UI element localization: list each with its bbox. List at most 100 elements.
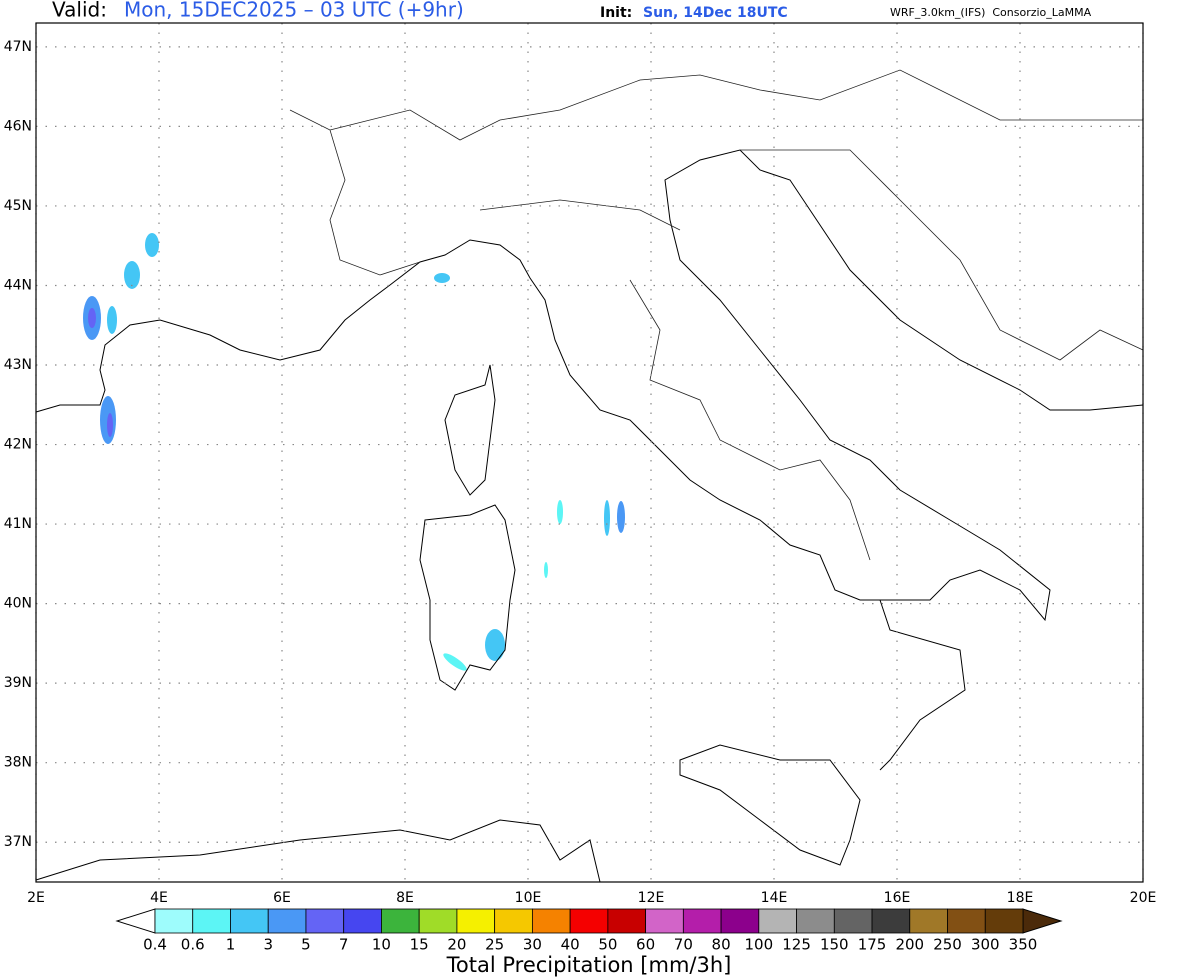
- model-label: WRF_3.0km_(IFS) Consorzio_LaMMA: [890, 6, 1092, 19]
- y-tick-label: 45N: [4, 198, 32, 214]
- colorbar-segment: [230, 908, 269, 934]
- colorbar-label: 15: [410, 936, 429, 954]
- colorbar-segment: [984, 908, 1024, 934]
- precipitation: [83, 233, 625, 671]
- precip-area: [107, 413, 113, 437]
- sicily: [679, 744, 861, 866]
- colorbar-label: 50: [598, 936, 617, 954]
- colorbar-segment: [343, 908, 382, 934]
- precip-area: [604, 500, 610, 536]
- colorbar-segment: [645, 908, 684, 934]
- colorbar-label: 30: [523, 936, 542, 954]
- colorbar-label: 10: [372, 936, 391, 954]
- x-tick-label: 8E: [396, 890, 414, 906]
- colorbar-label: 200: [895, 936, 924, 954]
- colorbar-label: 150: [820, 936, 849, 954]
- border: [329, 69, 1143, 141]
- x-tick-label: 18E: [1007, 890, 1034, 906]
- colorbar-segment: [909, 908, 948, 934]
- precip-area: [124, 261, 140, 289]
- y-tick-label: 46N: [4, 118, 32, 134]
- colorbar-label: 3: [263, 936, 273, 954]
- valid-label: Valid:: [52, 0, 107, 22]
- x-tick-label: 2E: [27, 890, 45, 906]
- coastline: [35, 149, 1144, 622]
- x-tick-label: 6E: [273, 890, 291, 906]
- precip-area: [544, 562, 548, 578]
- x-tick-label: 12E: [638, 890, 665, 906]
- colorbar-label: 40: [561, 936, 580, 954]
- africa-coast: [35, 819, 601, 883]
- y-tick-label: 44N: [4, 277, 32, 293]
- colorbar-segment: [192, 908, 231, 934]
- colorbar-segment: [531, 908, 571, 934]
- colorbar-segment: [871, 908, 911, 934]
- colorbar-label: 60: [636, 936, 655, 954]
- border: [289, 109, 421, 276]
- colorbar-label: 350: [1009, 936, 1038, 954]
- colorbar-label: 0.6: [181, 936, 205, 954]
- colorbar-segment: [796, 908, 835, 934]
- colorbar-label: 7: [339, 936, 349, 954]
- colorbar-segment: [418, 908, 458, 934]
- border: [479, 199, 681, 231]
- colorbar-segment: [758, 908, 797, 934]
- precip-area: [617, 501, 625, 533]
- colorbar-segment: [154, 908, 194, 934]
- colorbar-label: 0.4: [143, 936, 167, 954]
- precip-area: [145, 233, 159, 257]
- x-tick-label: 20E: [1130, 890, 1157, 906]
- precip-area: [88, 308, 96, 328]
- colorbar-segment: [833, 908, 873, 934]
- sardinia: [419, 504, 516, 691]
- colorbar-segment: [267, 908, 307, 934]
- precip-area: [485, 629, 505, 661]
- colorbar-label: 300: [971, 936, 1000, 954]
- x-tick-label: 14E: [761, 890, 788, 906]
- coastline: [879, 599, 966, 771]
- colorbar-title: Total Precipitation [mm/3h]: [446, 953, 732, 977]
- colorbar-label: 25: [485, 936, 504, 954]
- colorbar-segment: [720, 908, 760, 934]
- colorbar-segment: [494, 908, 533, 934]
- y-tick-label: 41N: [4, 516, 32, 532]
- precip-area: [434, 273, 450, 283]
- map-area: [35, 23, 1144, 883]
- y-tick-label: 39N: [4, 675, 32, 691]
- colorbar-label: 5: [301, 936, 311, 954]
- colorbar-segment: [947, 908, 986, 934]
- x-tick-label: 4E: [150, 890, 168, 906]
- colorbar-segment: [607, 908, 647, 934]
- precip-area: [443, 653, 467, 671]
- map-frame: [35, 22, 1144, 883]
- precip-area: [557, 500, 563, 524]
- colorbar-segment: [305, 908, 345, 934]
- y-tick-label: 40N: [4, 596, 32, 612]
- init-time: Sun, 14Dec 18UTC: [643, 5, 788, 21]
- init-label: Init:: [600, 5, 632, 21]
- colorbar-over: [1022, 908, 1063, 934]
- colorbar-label: 70: [674, 936, 693, 954]
- x-tick-label: 10E: [515, 890, 542, 906]
- corsica: [444, 364, 496, 496]
- border: [629, 279, 871, 561]
- precip-area: [107, 306, 117, 334]
- valid-time: Mon, 15DEC2025 – 03 UTC (+9hr): [124, 0, 464, 22]
- coastlines: [35, 69, 1144, 883]
- y-tick-label: 37N: [4, 834, 32, 850]
- y-tick-label: 43N: [4, 357, 32, 373]
- colorbar-segment: [569, 908, 609, 934]
- x-tick-label: 16E: [884, 890, 911, 906]
- colorbar-label: 250: [933, 936, 962, 954]
- colorbar-segment: [456, 908, 496, 934]
- colorbar-label: 1: [226, 936, 236, 954]
- y-tick-label: 47N: [4, 39, 32, 55]
- colorbar-label: 80: [712, 936, 731, 954]
- y-tick-label: 38N: [4, 755, 32, 771]
- colorbar-label: 20: [447, 936, 466, 954]
- y-tick-label: 42N: [4, 437, 32, 453]
- colorbar-segment: [682, 908, 722, 934]
- border: [740, 149, 1144, 361]
- colorbar-label: 100: [745, 936, 774, 954]
